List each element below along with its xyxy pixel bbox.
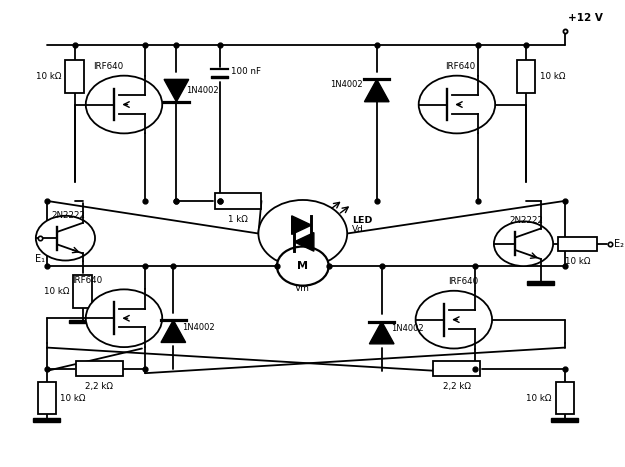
Bar (38, 382, 56, 414)
Bar (517, 60, 535, 93)
Text: 10 kΩ: 10 kΩ (61, 394, 86, 403)
Text: 2N2222: 2N2222 (509, 216, 544, 225)
Text: LED: LED (292, 276, 313, 284)
Text: 10 kΩ: 10 kΩ (36, 72, 61, 81)
Text: IRF640: IRF640 (445, 62, 475, 71)
Text: 1N4002: 1N4002 (391, 325, 424, 333)
Polygon shape (551, 418, 578, 422)
Polygon shape (292, 216, 311, 234)
Text: 10 kΩ: 10 kΩ (44, 287, 69, 296)
Text: Vm: Vm (296, 284, 310, 293)
Polygon shape (69, 319, 96, 323)
Circle shape (36, 216, 95, 261)
Text: 1N4002: 1N4002 (331, 80, 363, 89)
Text: 1 kΩ: 1 kΩ (228, 215, 248, 224)
Polygon shape (527, 281, 554, 285)
Circle shape (86, 76, 162, 134)
Circle shape (494, 221, 553, 266)
Circle shape (258, 200, 347, 267)
Polygon shape (33, 418, 61, 422)
Text: IRF640: IRF640 (448, 277, 478, 286)
Circle shape (419, 76, 495, 134)
Bar (66, 60, 84, 93)
Bar (76, 361, 122, 376)
Circle shape (86, 290, 162, 347)
Text: E₂: E₂ (614, 239, 624, 249)
Bar (214, 193, 261, 209)
Text: IRF640: IRF640 (94, 62, 124, 71)
Text: +12 V: +12 V (568, 13, 602, 23)
Text: 2N2222: 2N2222 (51, 211, 86, 220)
Text: 10 kΩ: 10 kΩ (526, 394, 551, 403)
Text: 10 kΩ: 10 kΩ (565, 257, 591, 266)
Bar (73, 275, 92, 309)
Bar (558, 237, 598, 251)
Bar (556, 382, 574, 414)
Text: LED: LED (352, 216, 372, 225)
Polygon shape (294, 233, 314, 251)
Polygon shape (164, 79, 189, 102)
Circle shape (277, 247, 329, 286)
Text: Vd: Vd (352, 225, 364, 234)
Polygon shape (369, 321, 394, 344)
Text: 1N4002: 1N4002 (186, 86, 218, 95)
Text: 2,2 kΩ: 2,2 kΩ (443, 382, 471, 391)
Text: 2,2 kΩ: 2,2 kΩ (86, 382, 113, 391)
Polygon shape (161, 320, 186, 342)
Polygon shape (364, 79, 389, 102)
Text: IRF640: IRF640 (72, 276, 102, 285)
Text: 100 nF: 100 nF (231, 67, 261, 77)
Text: M: M (298, 261, 308, 271)
Text: 1N4002: 1N4002 (182, 323, 215, 332)
Bar (434, 361, 481, 376)
Text: 10 kΩ: 10 kΩ (539, 72, 565, 81)
Text: E₁: E₁ (34, 255, 44, 264)
Circle shape (416, 291, 492, 348)
